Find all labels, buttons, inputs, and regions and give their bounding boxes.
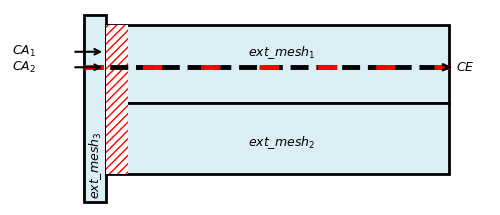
Text: $ext\_mesh_1$: $ext\_mesh_1$ xyxy=(248,44,315,61)
Text: $CE$: $CE$ xyxy=(456,61,475,74)
Bar xyxy=(106,103,449,174)
Text: $CA_1$: $CA_1$ xyxy=(12,44,36,59)
Bar xyxy=(84,15,106,203)
Text: $CA_2$: $CA_2$ xyxy=(12,60,36,75)
Text: $ext\_mesh_2$: $ext\_mesh_2$ xyxy=(248,134,315,151)
Bar xyxy=(106,25,128,174)
Text: $ext\_mesh_3$: $ext\_mesh_3$ xyxy=(87,132,104,199)
Bar xyxy=(106,25,449,103)
